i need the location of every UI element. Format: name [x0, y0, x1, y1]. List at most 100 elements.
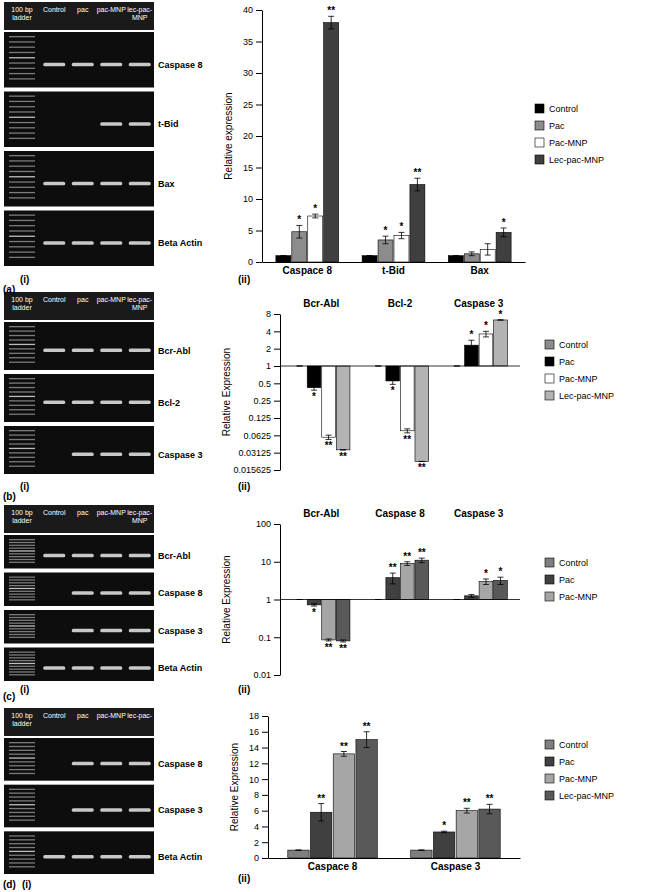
- ladder-band: [9, 660, 35, 661]
- error-bar-cap: [469, 251, 475, 252]
- gene-label: t-Bid: [158, 119, 179, 129]
- y-tick-label: 12: [249, 759, 259, 769]
- ladder-band: [9, 620, 35, 621]
- ladder-band: [9, 754, 35, 755]
- lane-label: 100 bpladder: [11, 712, 33, 727]
- ladder-band: [9, 430, 35, 431]
- y-tick-mark: [262, 842, 268, 843]
- error-bar-cap: [326, 435, 332, 436]
- legend-item: Lec-pac-MNP: [545, 391, 614, 401]
- significance: *: [484, 568, 488, 579]
- gene-label: Caspase 8: [158, 759, 203, 769]
- y-tick: 1: [266, 595, 280, 605]
- y-tick: 2: [254, 838, 268, 848]
- error-bar: [364, 732, 370, 748]
- error-bar-stem: [366, 732, 367, 748]
- error-bar: [487, 804, 493, 813]
- gel-background: [4, 573, 154, 607]
- ladder-band: [9, 588, 35, 589]
- ladder-band: [9, 378, 35, 379]
- error-bar: [311, 604, 317, 606]
- legend-item: Control: [545, 740, 588, 750]
- y-tick: 16: [249, 727, 268, 737]
- y-tick: 8: [266, 309, 280, 319]
- significance: *: [313, 203, 317, 214]
- legend-item: Control: [545, 340, 588, 350]
- legend-swatch: [545, 391, 554, 400]
- ladder-band: [9, 808, 35, 809]
- error-bar: [483, 579, 489, 585]
- ladder-band: [9, 577, 35, 578]
- gel-band: [100, 666, 122, 670]
- y-tick: 0.125: [248, 413, 280, 423]
- y-tick-label: 4: [254, 822, 259, 832]
- lane-label: pac: [77, 6, 89, 14]
- ladder-band: [9, 138, 35, 139]
- gel: 100 bpladderControlpacpac-MNPlec-pac-Cas…: [4, 708, 203, 874]
- gene-label: Beta Actin: [158, 852, 202, 862]
- error-bar-cap: [390, 377, 396, 378]
- error-bar: [326, 435, 332, 439]
- bar: [411, 850, 432, 858]
- significance-marks: *********: [297, 5, 505, 236]
- lane-label: 100 bpladder: [11, 296, 33, 311]
- ladder-band: [9, 357, 35, 358]
- error-bar-stem: [471, 340, 472, 351]
- y-tick: 18: [249, 711, 268, 721]
- ladder-band: [9, 101, 35, 102]
- ladder-band: [9, 746, 35, 747]
- error-bar: [326, 639, 332, 641]
- lane-label: pac-MNP: [97, 712, 127, 720]
- lane-label: pac-MNP: [97, 6, 127, 14]
- error-bar-cap: [485, 243, 491, 244]
- ladder-band: [9, 111, 35, 112]
- legend-label: Control: [559, 740, 588, 750]
- error-bar-cap: [383, 243, 389, 244]
- panel-label: (ii): [238, 684, 250, 695]
- bar: [479, 581, 493, 599]
- gel-band: [43, 554, 65, 558]
- gel-band: [43, 855, 65, 859]
- y-tick-label: 0: [248, 257, 253, 267]
- baseline: [280, 366, 520, 367]
- gel-band: [100, 453, 122, 457]
- error-bar-cap: [453, 255, 459, 256]
- gel-band: [100, 241, 122, 245]
- ladder-band: [9, 804, 35, 805]
- gel-band: [72, 629, 94, 633]
- chart: 0510152025303540Relative expressionCaspa…: [223, 5, 526, 276]
- error-bar: [295, 850, 301, 851]
- error-bar-cap: [441, 832, 447, 833]
- ladder-band: [9, 132, 35, 133]
- ladder-band: [9, 52, 35, 53]
- significance: **: [340, 741, 348, 752]
- y-tick: 40: [243, 5, 262, 15]
- gel-background: [4, 610, 154, 644]
- ladder-band: [9, 409, 35, 410]
- gel-band: [72, 808, 94, 812]
- error-bar: [441, 831, 447, 833]
- y-tick: 8: [254, 790, 268, 800]
- legend-swatch: [545, 340, 554, 349]
- ladder-band: [9, 591, 35, 592]
- gene-label: Bcr-Abl: [158, 346, 191, 356]
- ladder-band: [9, 452, 35, 453]
- y-tick: 0.015625: [233, 465, 280, 475]
- legend-swatch: [535, 138, 544, 147]
- ladder-band: [9, 631, 35, 632]
- y-tick-label: 0.5: [258, 379, 271, 389]
- ladder-band: [9, 582, 35, 583]
- lane-label: lec-pac-: [127, 712, 153, 720]
- ladder-band: [9, 793, 35, 794]
- gel-band: [43, 241, 65, 245]
- error-bar-cap: [404, 565, 410, 566]
- ladder-band: [9, 155, 35, 156]
- error-bar: [418, 850, 424, 851]
- ladder-band: [9, 117, 35, 118]
- ladder-band: [9, 652, 35, 653]
- error-bar-cap: [414, 190, 420, 191]
- legend-label: Pac: [559, 757, 575, 767]
- figure-svg: 100 bpladderControlpacpac-MNPlec-pac-MNP…: [0, 0, 659, 892]
- y-tick: 1: [266, 361, 280, 371]
- error-bar: [485, 244, 491, 255]
